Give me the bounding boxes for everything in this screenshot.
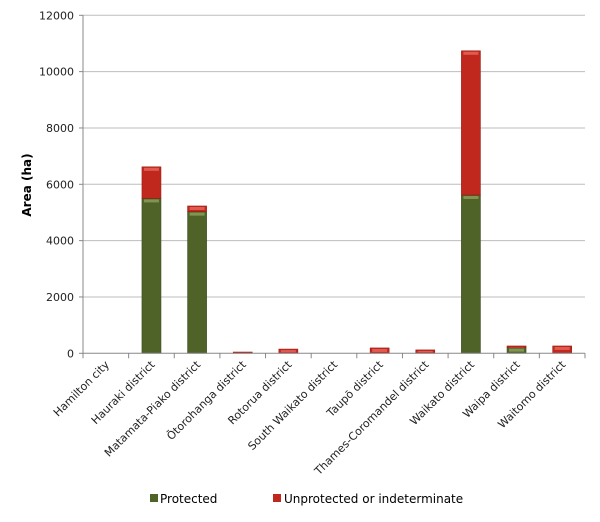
bar-highlight — [189, 206, 205, 210]
bar-highlight — [463, 196, 479, 200]
y-tick-label: 4000 — [46, 235, 74, 248]
bar-highlight — [189, 212, 205, 216]
y-tick-label: 8000 — [46, 122, 74, 135]
axes — [82, 15, 586, 359]
bar-unprotected — [141, 166, 162, 199]
bar-unprotected — [506, 345, 527, 348]
y-axis-ticks: 0 2000 4000 6000 8000 10000 12000 — [39, 9, 83, 360]
bar-highlight — [143, 167, 159, 171]
y-tick-label: 10000 — [39, 66, 74, 79]
legend-label-protected: Protected — [160, 492, 217, 506]
x-tick-label: Ōtorohanga district — [164, 358, 249, 443]
y-tick-label: 12000 — [39, 9, 74, 22]
x-tick-label: South Waikato district — [245, 358, 340, 453]
gridlines — [83, 14, 585, 298]
legend: Protected Unprotected or indeterminate — [150, 492, 463, 506]
legend-label-unprotected: Unprotected or indeterminate — [284, 492, 463, 506]
bar-highlight — [372, 348, 388, 352]
y-tick-label: 6000 — [46, 178, 74, 191]
bar-protected — [141, 198, 162, 354]
bar-protected — [187, 211, 207, 354]
y-tick-label: 2000 — [46, 291, 74, 304]
bar-highlight — [143, 199, 159, 203]
y-tick-label: 0 — [67, 347, 74, 360]
bar-highlight — [509, 348, 525, 352]
legend-swatch-protected — [150, 494, 158, 502]
bar-highlight — [463, 51, 479, 55]
bar-protected — [461, 194, 481, 354]
bar-highlight — [417, 350, 433, 353]
legend-swatch-unprotected — [273, 494, 281, 502]
bar-highlight — [509, 346, 525, 348]
bar-highlight — [554, 346, 570, 350]
bars — [141, 50, 572, 354]
y-axis-label: Area (ha) — [20, 153, 34, 216]
bar-unprotected — [461, 50, 481, 196]
bar-highlight — [280, 350, 296, 353]
